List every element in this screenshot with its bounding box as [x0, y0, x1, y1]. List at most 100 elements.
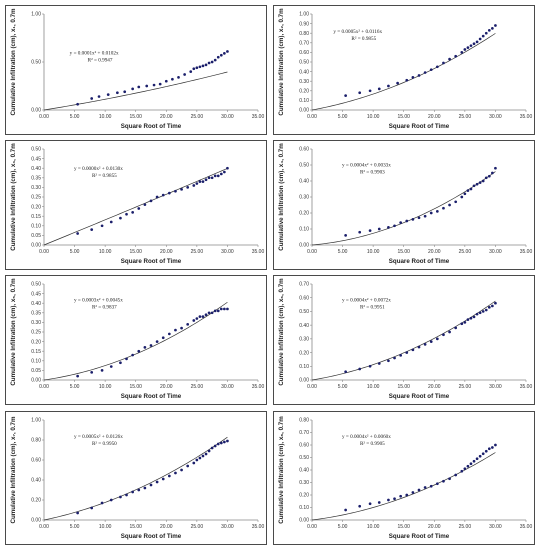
data-point [186, 322, 190, 326]
data-point [387, 359, 390, 363]
data-point [494, 443, 497, 447]
y-tick-label: 0.60 [299, 147, 309, 153]
y-axis-label: Cumulative Infiltration (cm), x₂, 0.7m [278, 8, 285, 116]
data-point [216, 55, 220, 59]
y-tick-label: 0.40 [31, 301, 41, 307]
x-tick-label: 25.00 [191, 384, 204, 390]
data-point [76, 374, 79, 378]
data-point [411, 76, 415, 79]
trendline-curve [311, 171, 496, 246]
data-point [487, 305, 491, 309]
data-point [487, 447, 491, 451]
y-tick-label: 0.70 [299, 282, 309, 288]
data-point [387, 84, 390, 88]
y-tick-label: 0.20 [31, 339, 41, 345]
data-point [442, 61, 445, 65]
x-tick-label: 30.00 [221, 384, 234, 390]
x-tick-label: 35.00 [520, 249, 533, 255]
data-point [454, 200, 458, 204]
y-tick-label: 0.15 [31, 214, 41, 220]
data-point [204, 178, 208, 182]
data-point [411, 348, 415, 352]
data-point [481, 34, 485, 38]
x-tick-label: 0.00 [307, 524, 317, 530]
data-point [429, 211, 433, 215]
y-tick-label: 1.00 [31, 12, 41, 18]
data-point [368, 89, 372, 93]
x-tick-label: 20.00 [428, 524, 441, 530]
y-tick-label: 0.40 [31, 166, 41, 172]
x-tick-label: 25.00 [459, 249, 472, 255]
data-point [358, 230, 362, 234]
y-tick-label: 1.00 [299, 12, 309, 18]
x-tick-label: 10.00 [99, 114, 112, 120]
y-tick-label: 1.00 [31, 418, 41, 424]
y-tick-label: 0.10 [31, 359, 41, 365]
y-tick-label: 0.45 [31, 156, 41, 162]
y-tick-label: 0.70 [299, 41, 309, 47]
data-point [226, 166, 229, 170]
data-point [460, 322, 464, 326]
y-tick-label: 0.20 [299, 89, 309, 95]
data-point [119, 495, 122, 499]
data-point [399, 353, 403, 357]
data-point [90, 370, 94, 374]
x-tick-label: 10.00 [367, 114, 380, 120]
data-point [131, 353, 135, 357]
data-point [207, 311, 211, 315]
chart-panel-4: 0.00 5.00 10.00 15.00 20.00 25.00 30.00 35.00 0.… [273, 140, 535, 270]
x-tick-label: 10.00 [99, 524, 112, 530]
x-tick-label: 20.00 [160, 114, 173, 120]
chart-panel-2: 0.00 5.00 10.00 15.00 20.00 25.00 30.00 35.00 0.… [273, 5, 535, 135]
data-point [475, 457, 479, 461]
data-point [463, 321, 467, 324]
y-tick-label: 0.50 [299, 60, 309, 66]
x-tick-label: 5.00 [338, 524, 348, 530]
data-point [213, 174, 217, 178]
data-point [481, 310, 485, 313]
r-squared-label: R² = 0.9947 [88, 57, 113, 63]
data-point [207, 61, 211, 65]
data-point [201, 315, 205, 318]
x-tick-label: 35.00 [252, 249, 265, 255]
data-point [192, 184, 196, 187]
chart-panel-5: 0.00 5.00 10.00 15.00 20.00 25.00 30.00 35.00 0.… [5, 275, 267, 405]
data-point [344, 234, 347, 237]
y-tick-label: 0.50 [31, 60, 41, 66]
data-point [152, 83, 156, 87]
data-point [411, 491, 415, 494]
x-tick-label: 5.00 [70, 524, 80, 530]
data-point [161, 477, 165, 481]
data-point [448, 330, 451, 334]
data-point [423, 71, 427, 74]
x-tick-label: 0.00 [307, 114, 317, 120]
data-point [201, 454, 205, 458]
y-tick-label: 0.00 [299, 518, 309, 524]
data-point [344, 508, 347, 512]
x-tick-label: 10.00 [99, 249, 112, 255]
data-point [207, 449, 211, 453]
y-tick-label: 0.20 [299, 211, 309, 217]
data-point [204, 452, 208, 456]
x-tick-label: 0.00 [39, 524, 49, 530]
y-tick-label: 0.40 [31, 478, 41, 484]
r-squared-label: R² = 0.9903 [360, 169, 385, 175]
data-point [469, 187, 473, 191]
data-point [90, 228, 94, 231]
data-point [399, 494, 403, 498]
data-point [143, 203, 147, 207]
trendline-curve [43, 71, 228, 111]
data-point [210, 446, 214, 450]
x-axis-label: Square Root of Time [121, 258, 182, 265]
data-point [405, 351, 409, 354]
trendline-curve [311, 33, 496, 111]
data-point [454, 473, 458, 477]
trendline-curve [43, 436, 228, 521]
data-point [466, 464, 470, 468]
trendline-equation: y = 0.0003x² + 0.0045x [74, 297, 123, 303]
x-tick-label: 15.00 [129, 249, 142, 255]
data-point [149, 483, 153, 487]
x-tick-label: 20.00 [428, 249, 441, 255]
y-tick-label: 0.10 [299, 227, 309, 233]
x-tick-label: 5.00 [70, 384, 80, 390]
